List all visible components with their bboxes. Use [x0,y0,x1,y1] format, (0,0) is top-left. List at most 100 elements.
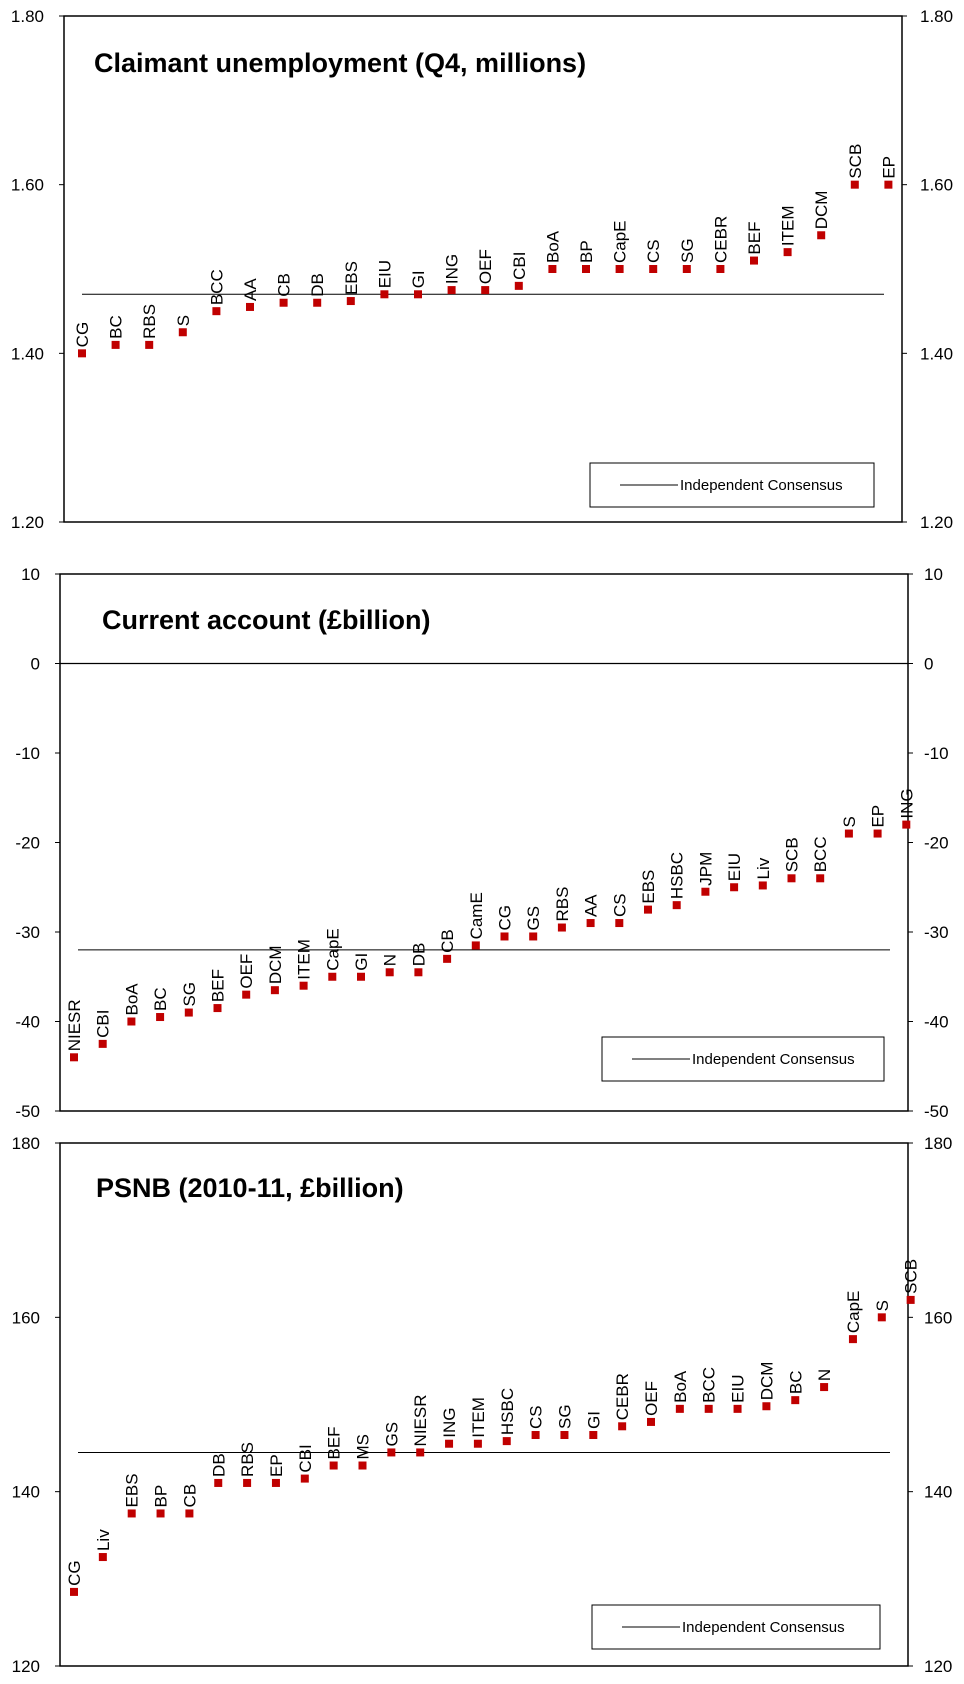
data-point [279,298,288,307]
data-point [313,298,322,307]
data-point [873,829,882,838]
data-point [844,829,853,838]
point-label: GS [382,1422,401,1447]
point-label: OEF [237,954,256,989]
data-point [750,256,758,265]
data-point [906,1295,915,1304]
data-point [586,919,595,928]
data-point [246,302,254,311]
point-label: DB [308,273,327,297]
point-label: EIU [725,853,744,881]
point-label: RBS [553,887,572,922]
data-point [672,901,681,910]
data-point [70,1053,78,1062]
data-point [70,1587,78,1596]
y-tick-label-right: 1.20 [920,513,953,532]
data-point [560,1431,569,1440]
data-point [820,1383,829,1392]
data-point [156,1013,165,1022]
point-label: EIU [375,260,394,288]
data-point [529,932,538,941]
point-label: CBI [296,1444,315,1472]
point-label: DB [209,1453,228,1477]
point-label: ITEM [295,939,314,980]
y-tick-label-left: 180 [12,1134,40,1153]
point-label: CG [65,1560,84,1586]
data-point [644,905,652,914]
point-label: CapE [611,220,630,263]
y-tick-label-right: 120 [924,1657,952,1676]
plot-frame [59,573,909,1112]
point-label: OEF [476,249,495,284]
point-label: DCM [757,1362,776,1401]
point-label: CS [644,239,663,263]
chart-panel-3: 120 120 140 140 160 160 180 180 PSNB (2010-11, £… [12,1134,953,1676]
point-label: CB [438,929,457,953]
point-label: ING [897,788,916,818]
data-point [758,881,767,890]
point-label: CB [180,1484,199,1508]
data-point [357,972,365,981]
chart-panel-2: -50 -50 -40 -40 -30 -30 -20 -20 -10 -10 0 0 10 10 Curr… [15,565,948,1121]
legend-label: Independent Consensus [680,477,843,494]
point-label: SG [555,1404,574,1429]
data-point [548,265,557,273]
legend-label: Independent Consensus [692,1051,855,1068]
point-label: GS [524,906,543,931]
point-label: N [815,1369,834,1381]
point-label: CamE [467,892,486,939]
y-tick-label-right: 180 [924,1134,952,1153]
data-point [647,1417,655,1426]
data-point [178,328,187,337]
point-label: GI [584,1411,603,1429]
y-tick-label-left: -50 [15,1102,40,1121]
point-label: CG [496,905,515,931]
data-point [471,941,480,950]
data-point [514,281,523,290]
legend-box [601,1036,885,1082]
y-tick-label-right: -30 [924,923,949,942]
data-point [762,1402,771,1411]
data-point [329,1461,338,1470]
point-label: EP [267,1454,286,1477]
data-point [589,1431,598,1440]
y-tick-label-right: 0 [924,655,933,674]
plot-frame [63,15,903,523]
data-point [733,1404,742,1413]
point-label: ITEM [779,206,798,247]
legend-label: Independent Consensus [682,1619,845,1636]
data-point [850,180,859,189]
y-tick-label-right: -10 [924,744,949,763]
data-point [299,981,308,990]
point-label: BEF [209,969,228,1002]
point-label: Liv [754,857,773,879]
chart-title: PSNB (2010-11, £billion) [96,1173,404,1203]
point-label: BoA [671,1370,690,1403]
point-label: CB [275,273,294,297]
y-tick-label-left: -30 [15,923,40,942]
point-label: EIU [729,1375,748,1403]
y-tick-label-left: 10 [21,565,40,584]
data-point [816,874,825,883]
point-label: EBS [123,1473,142,1507]
y-tick-label-left: 1.80 [11,7,44,26]
point-label: RBS [238,1442,257,1477]
point-label: AA [582,894,601,917]
y-tick-label-left: 1.40 [11,344,44,363]
y-tick-label-left: 0 [31,655,40,674]
data-point [270,986,279,995]
data-point [531,1431,540,1440]
point-label: DB [409,943,428,967]
point-label: DCM [266,945,285,984]
point-label: BC [151,987,170,1011]
y-tick-label-left: 1.60 [11,176,44,195]
point-label: BP [577,240,596,263]
data-point [701,887,710,896]
y-tick-label-left: 140 [12,1483,40,1502]
y-tick-label-right: 140 [924,1483,952,1502]
point-label: BP [152,1485,171,1508]
y-tick-label-right: 1.40 [920,344,953,363]
data-point [716,265,725,273]
point-label: BC [786,1371,805,1395]
